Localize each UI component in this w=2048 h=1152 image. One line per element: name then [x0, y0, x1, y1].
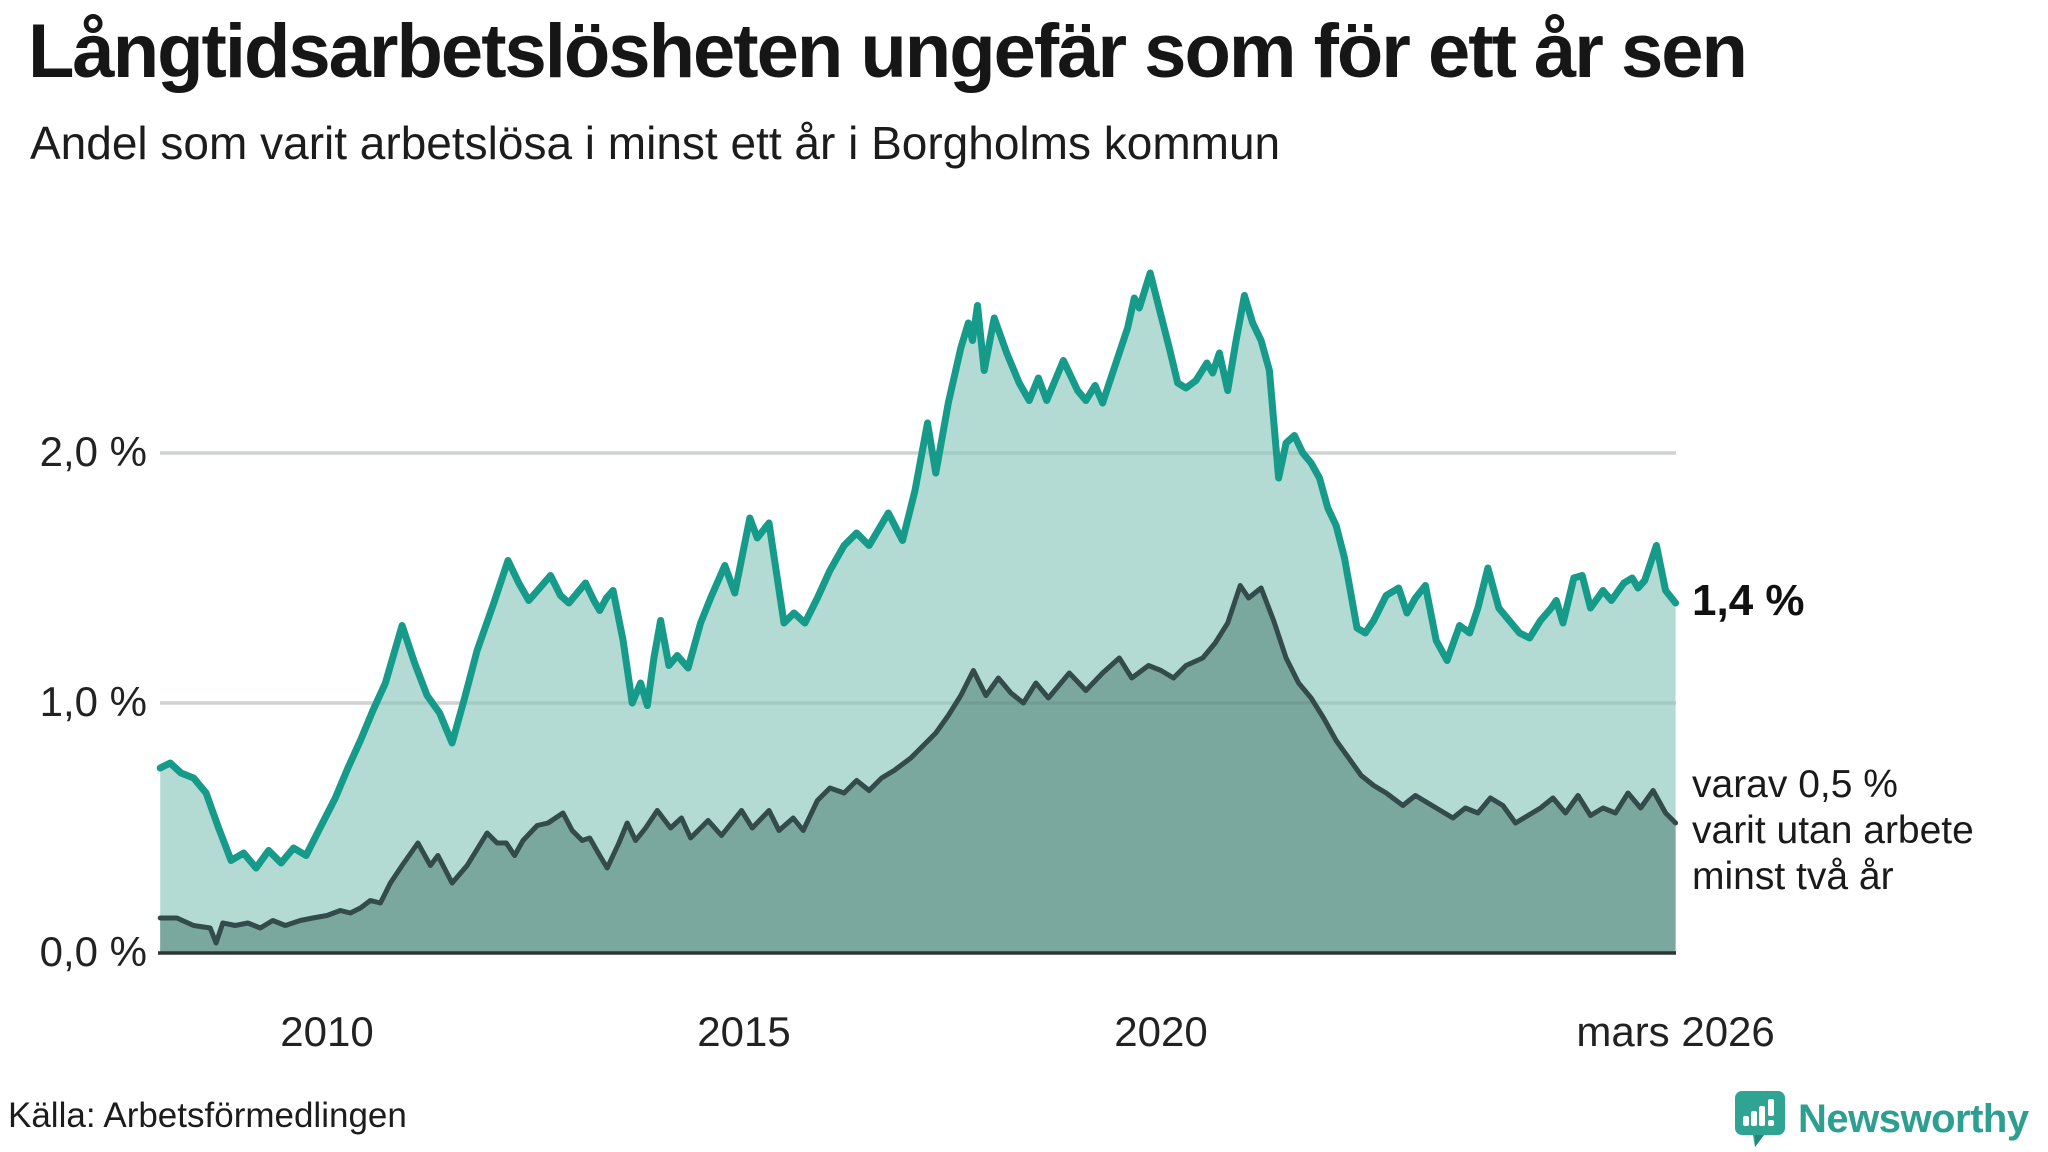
y-tick-label: 0,0 %	[39, 928, 147, 975]
two-year-note: varav 0,5 % varit utan arbete minst två …	[1692, 762, 1974, 900]
newsworthy-logo-text: Newsworthy	[1798, 1096, 2029, 1141]
chart-title: Långtidsarbetslösheten ungefär som för e…	[28, 9, 1748, 94]
x-tick-label: 2015	[697, 1008, 791, 1055]
gridline-overlay	[160, 451, 1676, 705]
two-year-note-line: varav 0,5 %	[1692, 763, 1898, 806]
x-tick-label: mars 2026	[1576, 1008, 1775, 1055]
latest-value-label: 1,4 %	[1692, 576, 1805, 625]
series-lines	[156, 269, 1680, 946]
chart-subtitle: Andel som varit arbetslösa i minst ett å…	[30, 117, 1281, 169]
two-year-note-line: varit utan arbete	[1692, 809, 1974, 852]
x-tick-label: 2010	[280, 1008, 374, 1055]
two-year-note-line: minst två år	[1692, 855, 1894, 898]
newsworthy-logo: Newsworthy	[1734, 1090, 2029, 1148]
y-tick-label: 1,0 %	[39, 678, 147, 725]
y-tick-label: 2,0 %	[39, 428, 147, 475]
source-note: Källa: Arbetsförmedlingen	[8, 1096, 407, 1135]
newsworthy-logo-icon	[1735, 1091, 1785, 1147]
series-areas	[160, 273, 1676, 953]
x-tick-label: 2020	[1114, 1008, 1208, 1055]
